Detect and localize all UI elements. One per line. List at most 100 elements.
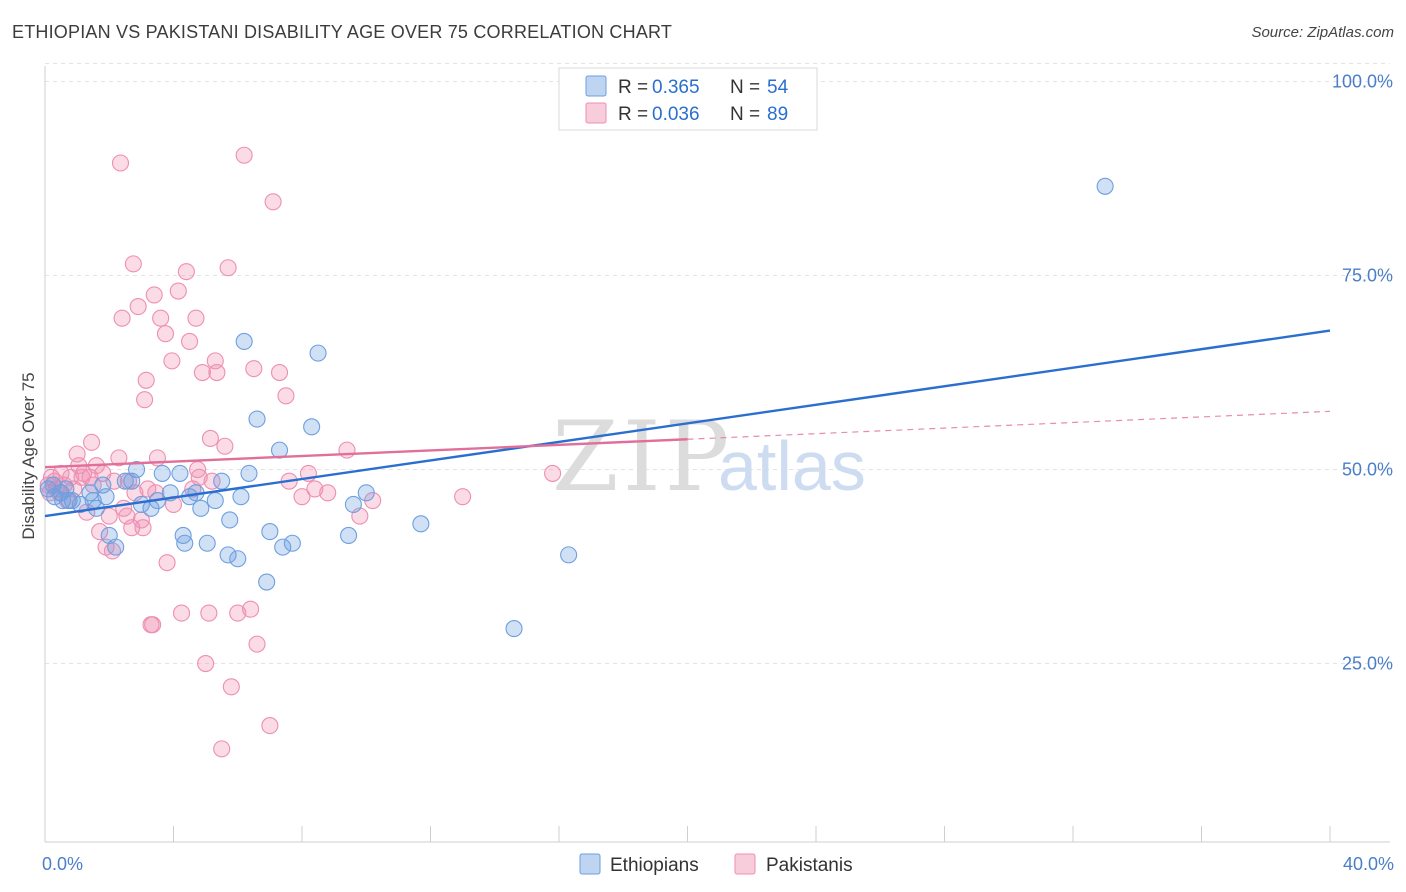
pakistani-point: [139, 480, 157, 498]
ethiopian-point: [344, 495, 362, 513]
pakistani-trend-line: [44, 438, 688, 469]
ethiopian-point: [505, 620, 523, 638]
pakistani-point: [193, 363, 211, 382]
pakistani-point: [144, 616, 162, 634]
watermark-zip: ZIP: [552, 401, 733, 513]
axes: [44, 66, 1390, 843]
pakistani-point: [219, 259, 237, 277]
pakistani-point: [129, 298, 147, 316]
legend-n-value-1: 89: [767, 104, 788, 125]
ethiopian-point: [261, 523, 279, 541]
pakistani-point: [338, 441, 356, 459]
legend-r-value-1: 0.036: [652, 104, 700, 125]
pakistani-trend-line-extension: [687, 410, 1331, 440]
y-tick-label-3: 100.0%: [1332, 72, 1393, 92]
legend-bottom-swatch-ethiopians: [579, 853, 601, 875]
ethiopian-point: [97, 488, 115, 506]
ethiopian-point: [206, 492, 224, 510]
ethiopian-point: [232, 488, 250, 506]
gridlines: [45, 63, 1390, 665]
ethiopian-point: [240, 464, 258, 482]
x-tick-label-min: 0.0%: [42, 854, 83, 874]
pakistani-point: [261, 717, 279, 735]
legend-n-value-0: 54: [767, 77, 789, 98]
ethiopian-point: [303, 418, 321, 436]
legend-r-label-0: R =: [618, 77, 648, 98]
ethiopian-point: [171, 464, 189, 482]
ethiopian-point: [128, 460, 146, 479]
pakistani-point: [454, 488, 472, 506]
ethiopian-point: [116, 472, 134, 490]
pakistani-point: [100, 507, 118, 525]
ethiopian-point: [258, 573, 276, 591]
ethiopian-point: [229, 550, 247, 568]
ethiopian-point: [63, 492, 81, 510]
ethiopian-point: [107, 538, 125, 556]
pakistani-point: [213, 740, 231, 758]
pakistani-point: [163, 352, 181, 370]
ethiopian-trend-line: [44, 329, 1331, 518]
pakistani-point: [113, 309, 131, 327]
pakistani-point: [187, 309, 205, 327]
ethiopian-points: [39, 177, 1114, 638]
ethiopian-point: [309, 344, 327, 362]
y-tick-labels: 25.0% 50.0% 75.0% 100.0%: [1332, 72, 1393, 674]
ethiopian-point: [412, 515, 430, 533]
pakistani-point: [216, 437, 234, 455]
pakistani-point: [222, 678, 240, 696]
legend-bottom-swatch-pakistanis: [734, 853, 756, 875]
legend-n-label-1: N =: [730, 104, 760, 125]
legend-bottom: Ethiopians Pakistanis: [579, 853, 853, 876]
legend-swatch-pakistanis: [585, 102, 607, 124]
watermark: ZIP atlas: [552, 401, 866, 513]
ethiopian-point: [213, 472, 231, 490]
pakistani-point: [172, 604, 191, 622]
pakistani-point: [156, 325, 175, 343]
chart-source: Source: ZipAtlas.com: [1251, 24, 1394, 41]
ethiopian-point: [71, 495, 89, 513]
legend-r-label-1: R =: [618, 104, 648, 125]
pakistani-point: [152, 309, 170, 327]
ethiopian-point: [340, 526, 358, 545]
pakistani-point: [306, 480, 324, 498]
ethiopian-point: [283, 534, 301, 552]
pakistani-point: [177, 263, 195, 281]
x-tick-label-max: 40.0%: [1343, 854, 1394, 874]
ethiopian-point: [219, 546, 237, 564]
pakistani-point: [91, 523, 109, 541]
pakistani-point: [293, 488, 311, 506]
y-tick-label-2: 75.0%: [1342, 266, 1393, 286]
pakistani-point: [248, 635, 266, 653]
pakistani-point: [235, 146, 253, 164]
pakistani-point: [242, 600, 260, 618]
ethiopian-point: [192, 499, 210, 517]
legend-bottom-pakistanis: Pakistanis: [766, 855, 853, 876]
pakistani-point: [111, 154, 130, 172]
pakistani-point: [270, 363, 289, 382]
pakistani-point: [277, 387, 295, 405]
pakistani-point: [169, 282, 187, 300]
legend-bottom-ethiopians: Ethiopians: [610, 855, 699, 876]
legend-top: R = 0.365 N = 54 R = 0.036 N = 89: [558, 67, 818, 131]
ethiopian-point: [248, 410, 266, 428]
watermark-atlas: atlas: [718, 427, 866, 505]
pakistani-point: [136, 391, 154, 409]
pakistani-point: [208, 363, 226, 382]
pakistani-point: [245, 360, 263, 378]
pakistani-point: [181, 332, 199, 351]
pakistani-point: [110, 449, 128, 467]
chart-title: ETHIOPIAN VS PAKISTANI DISABILITY AGE OV…: [12, 22, 673, 42]
pakistani-point: [83, 433, 101, 451]
pakistani-point: [319, 484, 337, 502]
pakistani-point: [229, 604, 247, 622]
ethiopian-point: [357, 484, 375, 502]
trend-lines: [44, 329, 1331, 518]
legend-r-value-0: 0.365: [652, 77, 700, 98]
ethiopian-point: [274, 538, 292, 556]
legend-swatch-ethiopians: [585, 75, 607, 97]
legend-n-label-0: N =: [730, 77, 760, 98]
pakistani-point: [158, 554, 176, 572]
pakistani-point: [145, 286, 163, 304]
pakistani-point: [124, 255, 142, 273]
